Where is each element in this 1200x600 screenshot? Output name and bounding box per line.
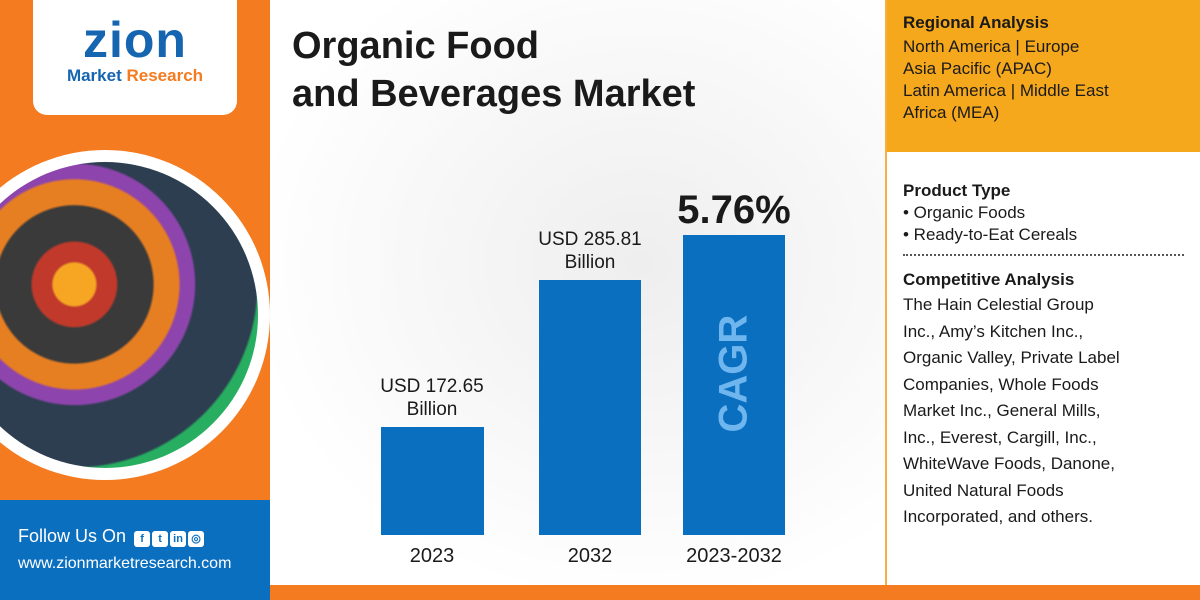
bar-cagr	[683, 235, 785, 535]
competitor-line: Organic Valley, Private Label	[903, 348, 1120, 367]
instagram-icon[interactable]: ◎	[188, 531, 205, 547]
region-line: North America | Europe	[903, 37, 1080, 56]
website-link[interactable]: www.zionmarketresearch.com	[18, 555, 232, 572]
bottom-strip	[270, 585, 1200, 600]
competitor-line: Inc., Amy’s Kitchen Inc.,	[903, 321, 1084, 341]
product-item: • Organic Foods	[903, 203, 1026, 222]
cagr-value: 5.76%	[677, 188, 791, 232]
divider	[903, 254, 1184, 256]
region-line: Asia Pacific (APAC)	[903, 59, 1052, 78]
logo: zion Market Research	[33, 0, 237, 115]
cagr-label: CAGR	[711, 314, 756, 433]
competitor-line: Inc., Everest, Cargill, Inc.,	[903, 427, 1097, 447]
bar-2032	[539, 279, 641, 535]
competitor-line: Companies, Whole Foods	[903, 374, 1099, 394]
x-tick-2032: 2032	[567, 545, 613, 567]
region-line: Africa (MEA)	[903, 103, 1000, 122]
product-heading: Product Type	[903, 181, 1011, 200]
competitor-line: Market Inc., General Mills,	[903, 401, 1101, 420]
product-type: Product Type • Organic Foods • Ready-to-…	[887, 180, 1200, 246]
page-title: Organic Food and Beverages Market	[292, 25, 696, 115]
logo-brand: zion	[83, 12, 187, 68]
product-item: • Ready-to-Eat Cereals	[903, 225, 1078, 244]
region-line: Latin America | Middle East	[903, 81, 1109, 100]
x-tick-cagr-period: 2023-2032	[686, 545, 782, 567]
x-tick-2023: 2023	[409, 545, 455, 567]
competitor-line: WhiteWave Foods, Danone,	[903, 454, 1115, 473]
facebook-icon[interactable]: f	[134, 531, 151, 547]
left-panel: zion Market Research	[0, 0, 270, 500]
food-photo	[0, 150, 270, 480]
footer: Follow Us On f t in ◎ www.zionmarketresearc…	[0, 500, 270, 600]
data-label-2023: USD 172.65 Billion	[380, 376, 484, 421]
regional-heading: Regional Analysis	[903, 13, 1049, 32]
regional-analysis: Regional Analysis North America | Europe…	[887, 0, 1200, 152]
competitive-heading: Competitive Analysis	[903, 270, 1075, 289]
right-panel: Regional Analysis North America | Europe…	[885, 0, 1200, 585]
competitor-line: The Hain Celestial Group	[903, 295, 1094, 314]
follow-label: Follow Us On	[18, 526, 127, 546]
bar-2023	[381, 427, 484, 535]
linkedin-icon[interactable]: in	[170, 531, 187, 547]
twitter-icon[interactable]: t	[152, 531, 169, 547]
logo-subtitle: Market Research	[66, 66, 204, 85]
competitor-line: United Natural Foods	[903, 480, 1064, 500]
competitor-line: Incorporated, and others.	[903, 507, 1093, 526]
competitive-analysis: Competitive Analysis The Hain Celestial …	[887, 268, 1200, 531]
data-label-2032: USD 285.81 Billion	[538, 228, 642, 273]
